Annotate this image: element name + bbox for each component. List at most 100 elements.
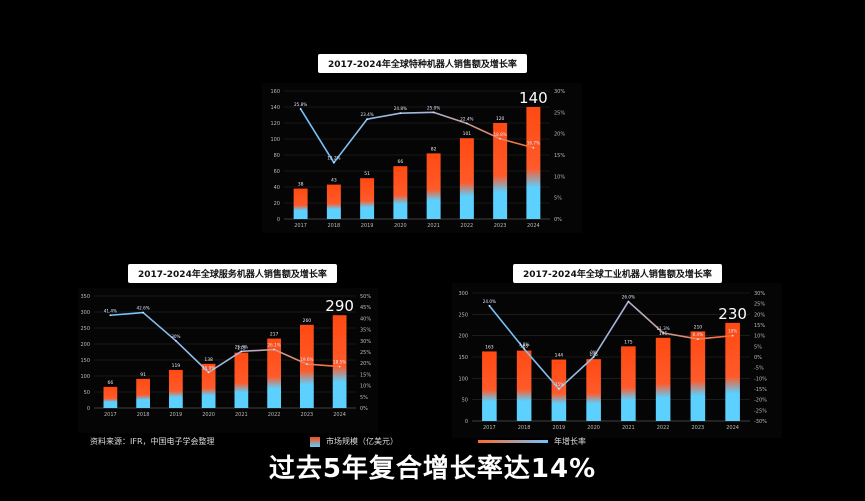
- growth-label: 25.8%: [294, 102, 307, 107]
- growth-line: [488, 300, 733, 390]
- growth-line: [299, 108, 534, 164]
- growth-label: 30%: [171, 334, 180, 339]
- y2-tick-label: -15%: [754, 387, 767, 393]
- x-tick-label: 2023: [692, 425, 705, 431]
- growth-label: 8.4%: [693, 332, 704, 337]
- bar: [551, 359, 567, 421]
- growth-point: [109, 314, 112, 317]
- growth-point: [499, 137, 502, 140]
- y-tick-label: 50: [462, 398, 468, 404]
- y2-tick-label: 5%: [360, 395, 368, 401]
- bar: [459, 138, 474, 219]
- bar-label: 173: [237, 346, 246, 352]
- x-tick-label: 2020: [394, 223, 407, 229]
- growth-point: [273, 348, 276, 351]
- growth-label: 19.6%: [300, 357, 313, 362]
- growth-point: [366, 118, 369, 121]
- y2-tick-label: 25%: [360, 350, 371, 356]
- growth-label: 18.5%: [333, 360, 346, 365]
- y-tick-label: 160: [270, 89, 280, 95]
- growth-point: [399, 112, 402, 115]
- chart-industrial: 0 50 100 150 200 250 300 -30% -25% -20% -15% -10% -5…: [458, 291, 767, 431]
- bar: [393, 166, 408, 219]
- growth-point: [696, 338, 699, 340]
- growth-point: [332, 161, 335, 164]
- y2-tick-label: 30%: [554, 89, 565, 95]
- bar-label: 120: [496, 116, 505, 122]
- x-tick-label: 2017: [294, 223, 307, 229]
- y-tick-label: 140: [270, 105, 280, 111]
- growth-label: 13.2%: [327, 156, 340, 161]
- growth-point: [142, 311, 145, 314]
- growth-point: [532, 146, 535, 149]
- y2-tick-label: 25%: [754, 302, 765, 308]
- growth-point: [731, 334, 734, 337]
- growth-point: [465, 122, 468, 125]
- x-tick-label: 2017: [104, 412, 117, 418]
- y2-tick-label: 15%: [754, 323, 765, 329]
- x-tick-label: 2023: [494, 223, 507, 229]
- bar: [586, 359, 601, 421]
- y2-tick-label: 10%: [754, 334, 765, 340]
- bar: [482, 351, 497, 421]
- growth-point: [523, 347, 526, 350]
- x-tick-label: 2018: [328, 223, 341, 229]
- x-tick-label: 2019: [361, 223, 374, 229]
- y2-tick-label: 25%: [554, 110, 565, 116]
- growth-label: 3.8%: [519, 342, 530, 347]
- bar: [332, 315, 347, 408]
- y2-tick-label: 20%: [360, 361, 371, 367]
- bar-label: 144: [555, 353, 564, 359]
- y2-tick-label: 35%: [360, 328, 371, 334]
- bar: [201, 363, 216, 408]
- x-tick-label: 2017: [483, 425, 496, 431]
- y2-tick-label: 15%: [360, 372, 371, 378]
- chart-special: 0 20 40 60 80 100 120 140 160 0% 5% 10% 15% 20% 25% 30%…: [270, 89, 565, 229]
- x-tick-label: 2022: [657, 425, 670, 431]
- growth-label: 10%: [728, 329, 737, 334]
- bar-label: 210: [694, 324, 703, 330]
- y-tick-label: 150: [458, 355, 468, 361]
- bar-label: 175: [624, 339, 633, 345]
- growth-line: [110, 311, 340, 374]
- y-tick-label: 0: [87, 406, 90, 412]
- bar: [103, 386, 118, 408]
- y2-tick-label: 20%: [754, 312, 765, 318]
- y-tick-label: 300: [80, 310, 90, 316]
- bar-label-highlight: 290: [325, 297, 354, 315]
- bar: [360, 178, 375, 219]
- y-tick-label: 50: [84, 390, 90, 396]
- bar: [293, 188, 308, 219]
- legend-line-swatch: [478, 440, 548, 443]
- chart-title-special: 2017-2024年全球特种机器人销售额及增长率: [318, 54, 527, 73]
- y2-tick-label: 15%: [554, 153, 565, 159]
- y2-tick-label: 0%: [360, 406, 368, 412]
- source-note: 资料来源：IFR，中国电子学会整理: [90, 437, 215, 446]
- legend-line-label: 年增长率: [554, 437, 586, 446]
- y-tick-label: 100: [270, 137, 280, 143]
- bar: [234, 352, 249, 408]
- y-tick-label: 60: [274, 169, 280, 175]
- growth-point: [174, 339, 177, 342]
- x-tick-label: 2021: [622, 425, 635, 431]
- bar-label: 217: [270, 332, 279, 338]
- bar: [725, 322, 740, 421]
- y2-tick-label: 5%: [754, 344, 762, 350]
- growth-point: [240, 350, 243, 353]
- bar: [267, 338, 282, 408]
- y-tick-label: 200: [458, 334, 468, 340]
- y-tick-label: 0: [277, 217, 280, 223]
- bar-label: 51: [364, 171, 370, 177]
- growth-point: [207, 371, 210, 374]
- bar-label: 91: [140, 372, 146, 378]
- y2-tick-label: 50%: [360, 294, 371, 300]
- y2-tick-label: 30%: [360, 339, 371, 345]
- bar: [326, 184, 341, 219]
- bar-label: 138: [204, 357, 213, 363]
- growth-label: 26.0%: [622, 295, 635, 300]
- x-tick-label: 2019: [170, 412, 183, 418]
- bar-label: 82: [431, 146, 437, 152]
- bar-label-highlight: 140: [519, 89, 548, 107]
- growth-point: [488, 304, 491, 307]
- y2-tick-label: 40%: [360, 316, 371, 322]
